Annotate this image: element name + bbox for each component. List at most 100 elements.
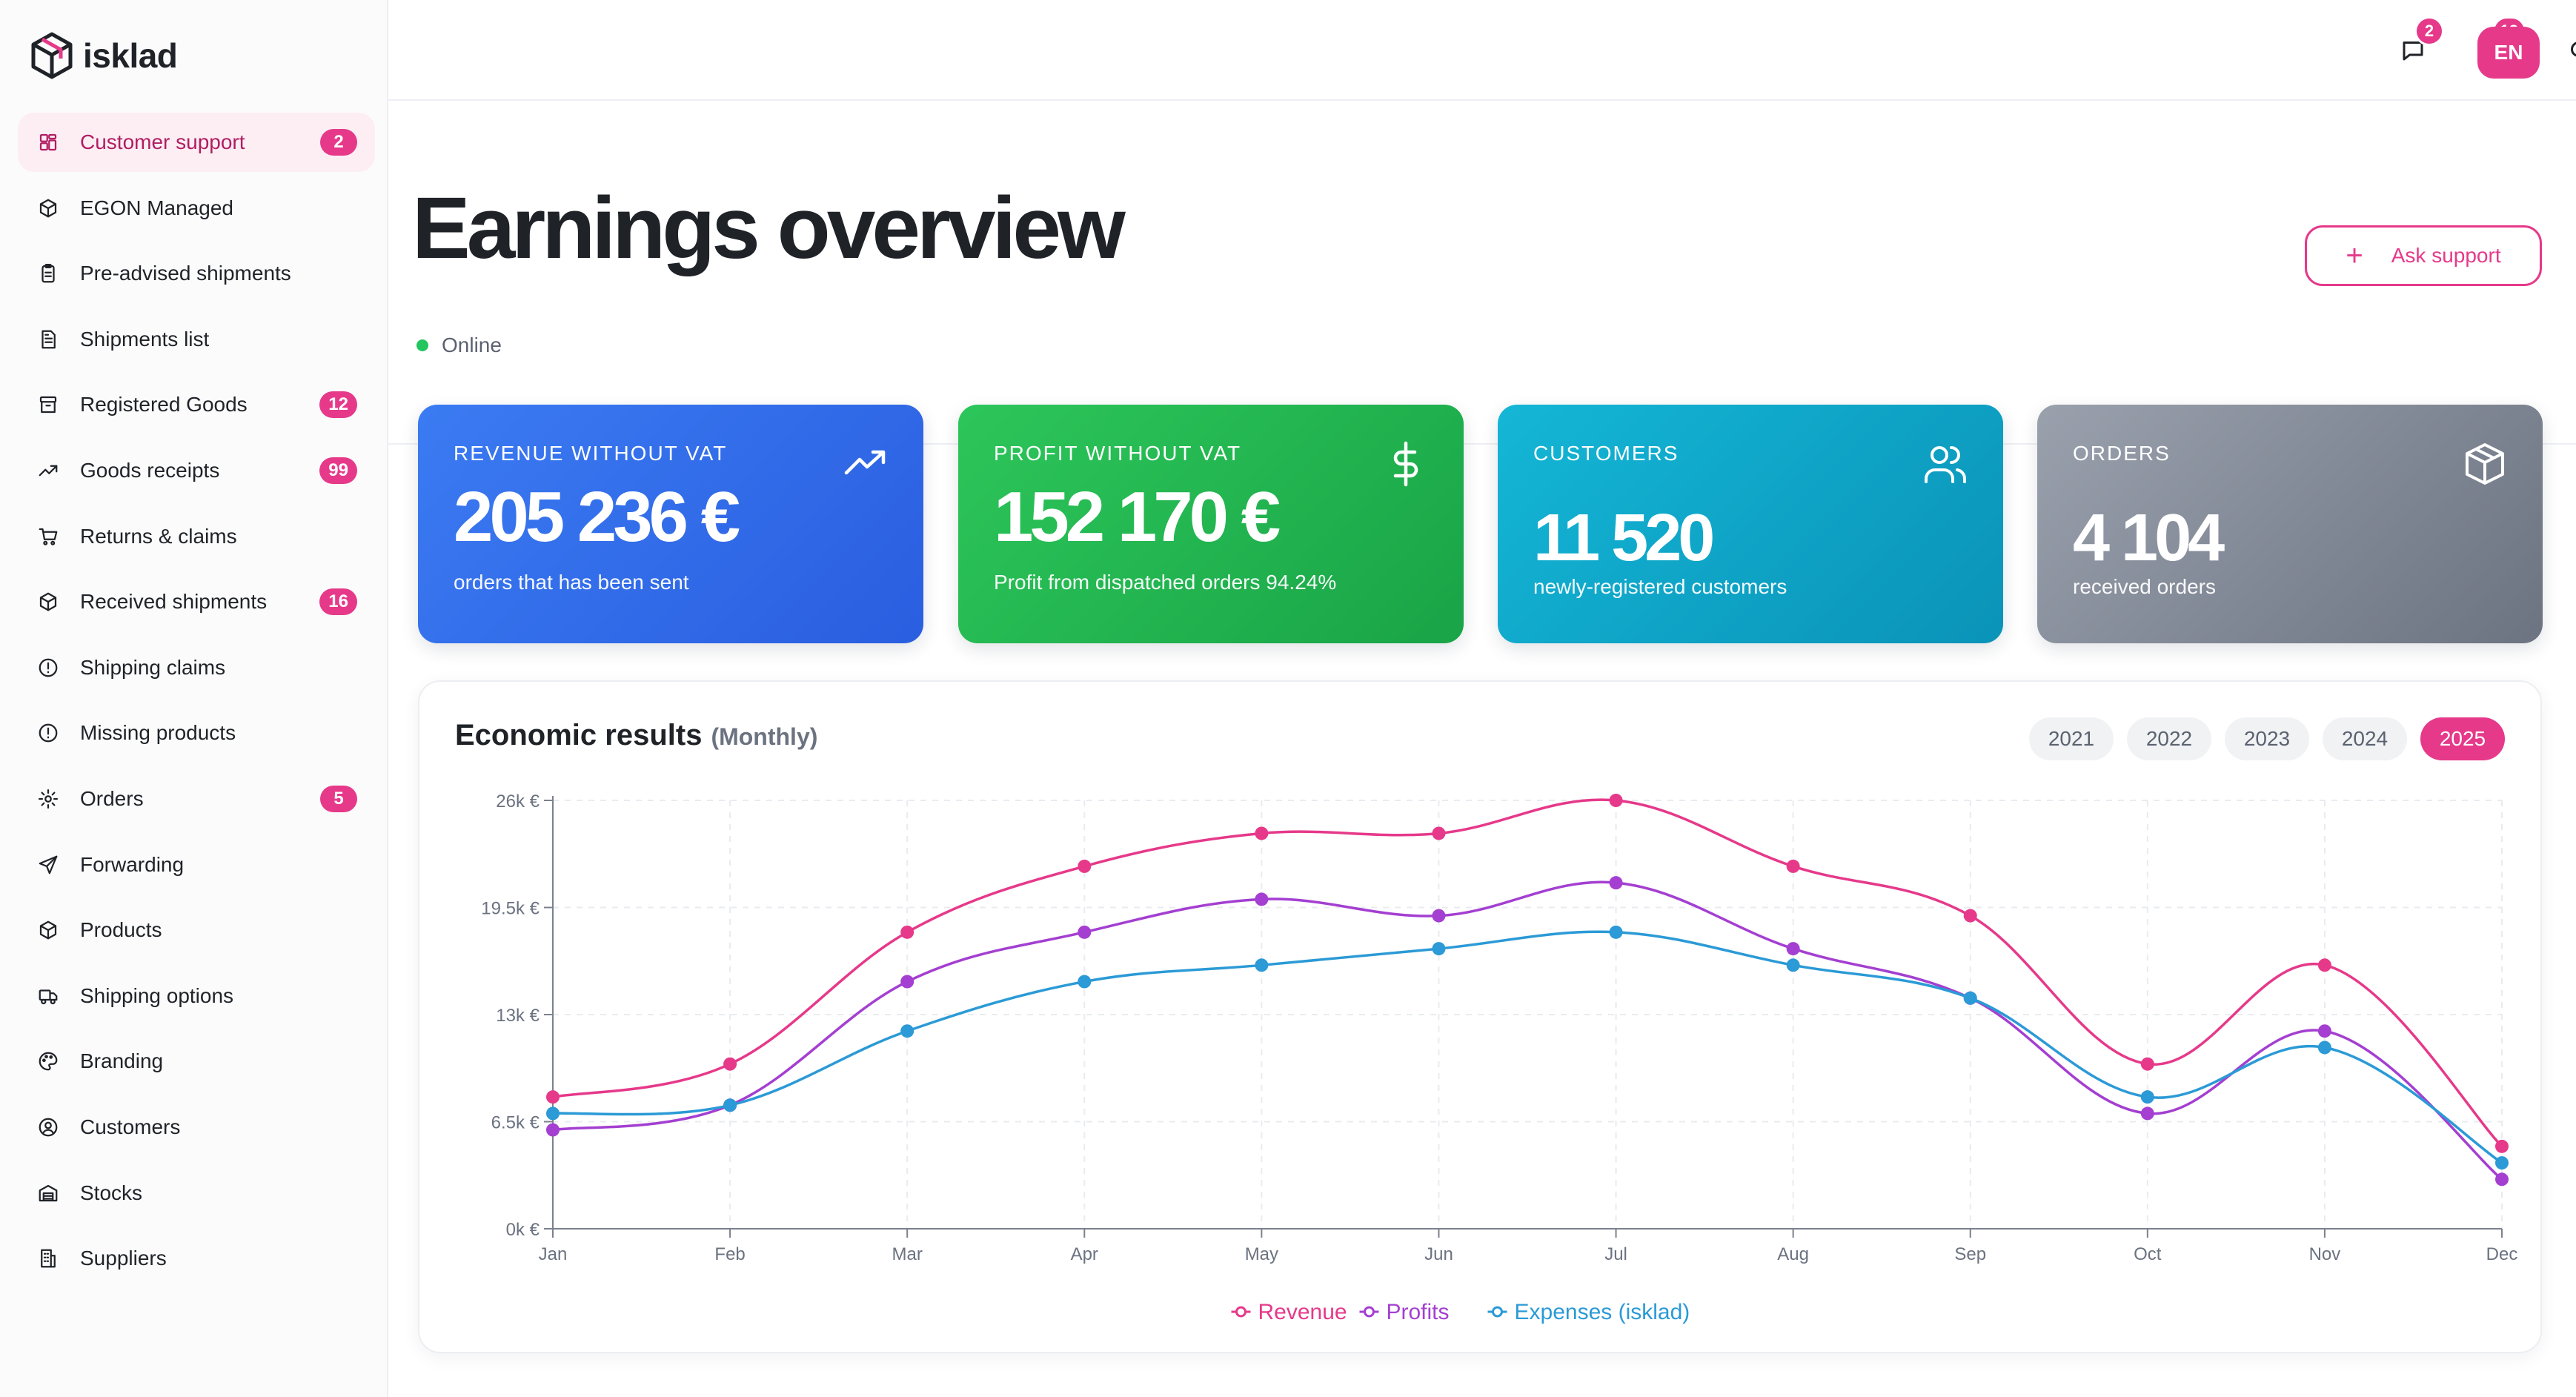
ask-support-button[interactable]: + Ask support — [2305, 225, 2542, 286]
messages-badge: 2 — [2414, 16, 2444, 46]
profit-sub: Profit from dispatched orders 94.24% — [994, 571, 1337, 594]
data-point-expenses-isklad — [1255, 958, 1269, 972]
sidebar-item-products[interactable]: Products — [18, 900, 375, 960]
users-icon — [1922, 440, 1969, 488]
profit-label: PROFIT WITHOUT VAT — [994, 442, 1242, 465]
sidebar-item-missing-products[interactable]: Missing products — [18, 703, 375, 763]
profit-value: 152 170 € — [994, 477, 1281, 557]
logo-text: isklad — [83, 36, 178, 75]
clipboard-icon — [36, 261, 61, 286]
messages-button[interactable]: 2 — [2398, 16, 2444, 65]
data-point-revenue — [2317, 958, 2331, 972]
status-indicator: Online — [416, 334, 502, 357]
sidebar-item-registered-goods[interactable]: Registered Goods 12 — [18, 375, 375, 434]
data-point-profits — [1432, 909, 1446, 923]
sidebar-item-label: Returns & claims — [80, 524, 237, 548]
panel-title-text: Economic results — [455, 719, 703, 751]
data-point-revenue — [1255, 826, 1269, 840]
data-point-profits — [1255, 892, 1269, 906]
sidebar-item-label: Missing products — [80, 721, 236, 745]
online-dot-icon — [416, 339, 428, 351]
package-icon — [2461, 440, 2509, 488]
panel-title: Economic results (Monthly) — [455, 719, 817, 752]
archive-icon — [36, 392, 61, 417]
logo-cube-icon — [31, 32, 73, 79]
sidebar-item-label: Customer support — [80, 130, 245, 153]
sidebar-item-suppliers[interactable]: Suppliers — [18, 1229, 375, 1288]
year-chip-2023[interactable]: 2023 — [2225, 717, 2309, 760]
data-point-revenue — [900, 925, 914, 939]
data-point-profits — [1078, 925, 1092, 939]
data-point-expenses-isklad — [546, 1106, 560, 1121]
sidebar-item-label: Registered Goods — [80, 393, 248, 417]
sidebar-item-goods-receipts[interactable]: Goods receipts 99 — [18, 441, 375, 500]
sidebar-item-branding[interactable]: Branding — [18, 1032, 375, 1091]
sidebar-item-forwarding[interactable]: Forwarding — [18, 835, 375, 895]
sidebar-item-label: Shipping claims — [80, 655, 226, 679]
year-selector: 2021 2022 2023 2024 2025 — [2029, 717, 2505, 760]
data-point-revenue — [546, 1090, 560, 1104]
y-tick-label: 26k € — [496, 792, 540, 812]
legend-dot-profits — [1364, 1306, 1375, 1318]
sidebar-item-shipping-options[interactable]: Shipping options — [18, 966, 375, 1026]
sidebar-item-shipments-list[interactable]: Shipments list — [18, 310, 375, 369]
sidebar-item-stocks[interactable]: Stocks — [18, 1164, 375, 1223]
sidebar-item-label: Goods receipts — [80, 458, 220, 482]
trend-icon — [36, 458, 61, 483]
year-chip-2022[interactable]: 2022 — [2127, 717, 2211, 760]
revenue-label: REVENUE WITHOUT VAT — [454, 442, 728, 465]
x-tick-label: Sep — [1954, 1244, 1986, 1264]
data-point-expenses-isklad — [1078, 975, 1092, 989]
year-chip-2021[interactable]: 2021 — [2029, 717, 2114, 760]
panel-subtitle: (Monthly) — [711, 723, 818, 750]
y-tick-label: 0k € — [506, 1220, 540, 1240]
page-title: Earnings overview — [412, 179, 1126, 277]
sidebar-item-orders[interactable]: Orders 5 — [18, 769, 375, 829]
data-point-profits — [1786, 942, 1800, 956]
series-line-profits — [552, 880, 2503, 1181]
sidebar-item-egon-managed[interactable]: EGON Managed — [18, 179, 375, 238]
language-button[interactable]: EN — [2477, 27, 2540, 79]
x-tick-label: Oct — [2134, 1244, 2162, 1264]
data-point-revenue — [1609, 794, 1623, 807]
sidebar-item-label: Stocks — [80, 1181, 143, 1204]
search-button[interactable] — [2565, 36, 2576, 65]
orders-card[interactable]: ORDERS 4 104 received orders — [2037, 405, 2543, 643]
sidebar-item-badge: 12 — [319, 391, 357, 419]
trending-up-icon — [842, 440, 889, 488]
sidebar-item-pre-advised-shipments[interactable]: Pre-advised shipments — [18, 244, 375, 303]
sidebar-item-customers[interactable]: Customers — [18, 1098, 375, 1157]
logo[interactable]: isklad — [30, 30, 178, 82]
x-tick-label: Dec — [2486, 1244, 2518, 1264]
data-point-profits — [1609, 876, 1623, 890]
sidebar-nav: Customer support 2 EGON Managed Pre-advised… — [18, 113, 375, 1295]
customers-label: CUSTOMERS — [1533, 442, 1679, 465]
year-chip-2025[interactable]: 2025 — [2420, 717, 2505, 760]
sidebar-item-shipping-claims[interactable]: Shipping claims — [18, 638, 375, 697]
alert-icon — [36, 720, 61, 746]
sidebar-item-customer-support[interactable]: Customer support 2 — [18, 113, 375, 172]
x-tick-label: Mar — [892, 1244, 923, 1264]
message-icon — [2403, 42, 2423, 61]
truck-icon — [36, 983, 61, 1009]
revenue-card[interactable]: REVENUE WITHOUT VAT 205 236 € orders tha… — [418, 405, 923, 643]
x-tick-label: Feb — [714, 1244, 745, 1264]
year-chip-2024[interactable]: 2024 — [2323, 717, 2407, 760]
data-point-expenses-isklad — [1786, 958, 1800, 972]
sidebar-item-received-shipments[interactable]: Received shipments 16 — [18, 572, 375, 631]
sidebar-item-label: Branding — [80, 1049, 164, 1073]
sidebar-item-label: Products — [80, 918, 162, 942]
cart-icon — [36, 524, 61, 549]
data-point-revenue — [723, 1057, 737, 1071]
topbar: 2 13 EN — [388, 0, 2576, 101]
sidebar: isklad Customer support 2 EGON Managed Pre-… — [0, 0, 388, 1397]
data-point-expenses-isklad — [1609, 925, 1623, 939]
customers-card[interactable]: CUSTOMERS 11 520 newly-registered custom… — [1498, 405, 2003, 643]
customers-value: 11 520 — [1533, 501, 1715, 575]
profit-card[interactable]: PROFIT WITHOUT VAT 152 170 € Profit from… — [958, 405, 1464, 643]
sidebar-item-returns-claims[interactable]: Returns & claims — [18, 507, 375, 566]
y-tick-label: 6.5k € — [491, 1113, 540, 1133]
data-point-profits — [2140, 1106, 2154, 1121]
x-tick-label: May — [1245, 1244, 1278, 1264]
sidebar-item-label: Received shipments — [80, 590, 268, 614]
